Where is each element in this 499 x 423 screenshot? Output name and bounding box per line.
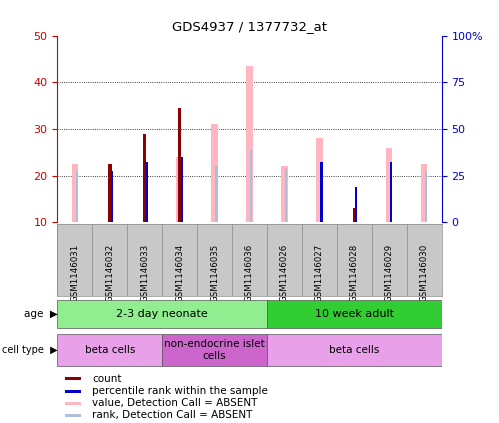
Bar [320, 162, 322, 222]
Bar [216, 166, 218, 222]
Bar [250, 150, 252, 222]
Bar [355, 187, 357, 222]
Bar [57, 300, 267, 328]
Bar [65, 377, 81, 380]
Bar [65, 414, 81, 417]
Text: 2-3 day neonate: 2-3 day neonate [116, 309, 208, 319]
Bar [267, 334, 442, 366]
Bar [181, 157, 183, 222]
Text: non-endocrine islet
cells: non-endocrine islet cells [164, 339, 265, 361]
Bar [146, 162, 148, 222]
Bar [267, 300, 442, 328]
Bar [355, 187, 357, 222]
Bar [57, 334, 162, 366]
Bar [146, 162, 148, 222]
Title: GDS4937 / 1377732_at: GDS4937 / 1377732_at [172, 20, 327, 33]
Text: beta cells: beta cells [329, 345, 379, 355]
Bar [212, 124, 218, 222]
Bar [285, 168, 287, 222]
Bar [320, 162, 322, 222]
Bar [390, 162, 392, 222]
Bar [76, 171, 78, 222]
Bar [65, 402, 81, 405]
Text: age  ▶: age ▶ [23, 309, 57, 319]
Bar [178, 108, 182, 222]
Text: percentile rank within the sample: percentile rank within the sample [92, 386, 268, 396]
Bar [143, 134, 147, 222]
Bar [316, 138, 322, 222]
Text: count: count [92, 374, 121, 384]
Bar [386, 148, 392, 222]
Bar [162, 334, 267, 366]
Bar [247, 66, 252, 222]
Bar [352, 208, 356, 222]
Text: beta cells: beta cells [85, 345, 135, 355]
Bar [281, 166, 287, 222]
Bar [390, 164, 392, 222]
Bar [425, 171, 427, 222]
Text: cell type  ▶: cell type ▶ [2, 345, 57, 355]
Bar [181, 157, 183, 222]
Text: 10 week adult: 10 week adult [315, 309, 394, 319]
Text: value, Detection Call = ABSENT: value, Detection Call = ABSENT [92, 398, 257, 408]
Bar [177, 157, 183, 222]
Text: rank, Detection Call = ABSENT: rank, Detection Call = ABSENT [92, 410, 252, 420]
Bar [65, 390, 81, 393]
Bar [111, 171, 113, 222]
Bar [72, 164, 78, 222]
Bar [421, 164, 427, 222]
Bar [108, 164, 112, 222]
